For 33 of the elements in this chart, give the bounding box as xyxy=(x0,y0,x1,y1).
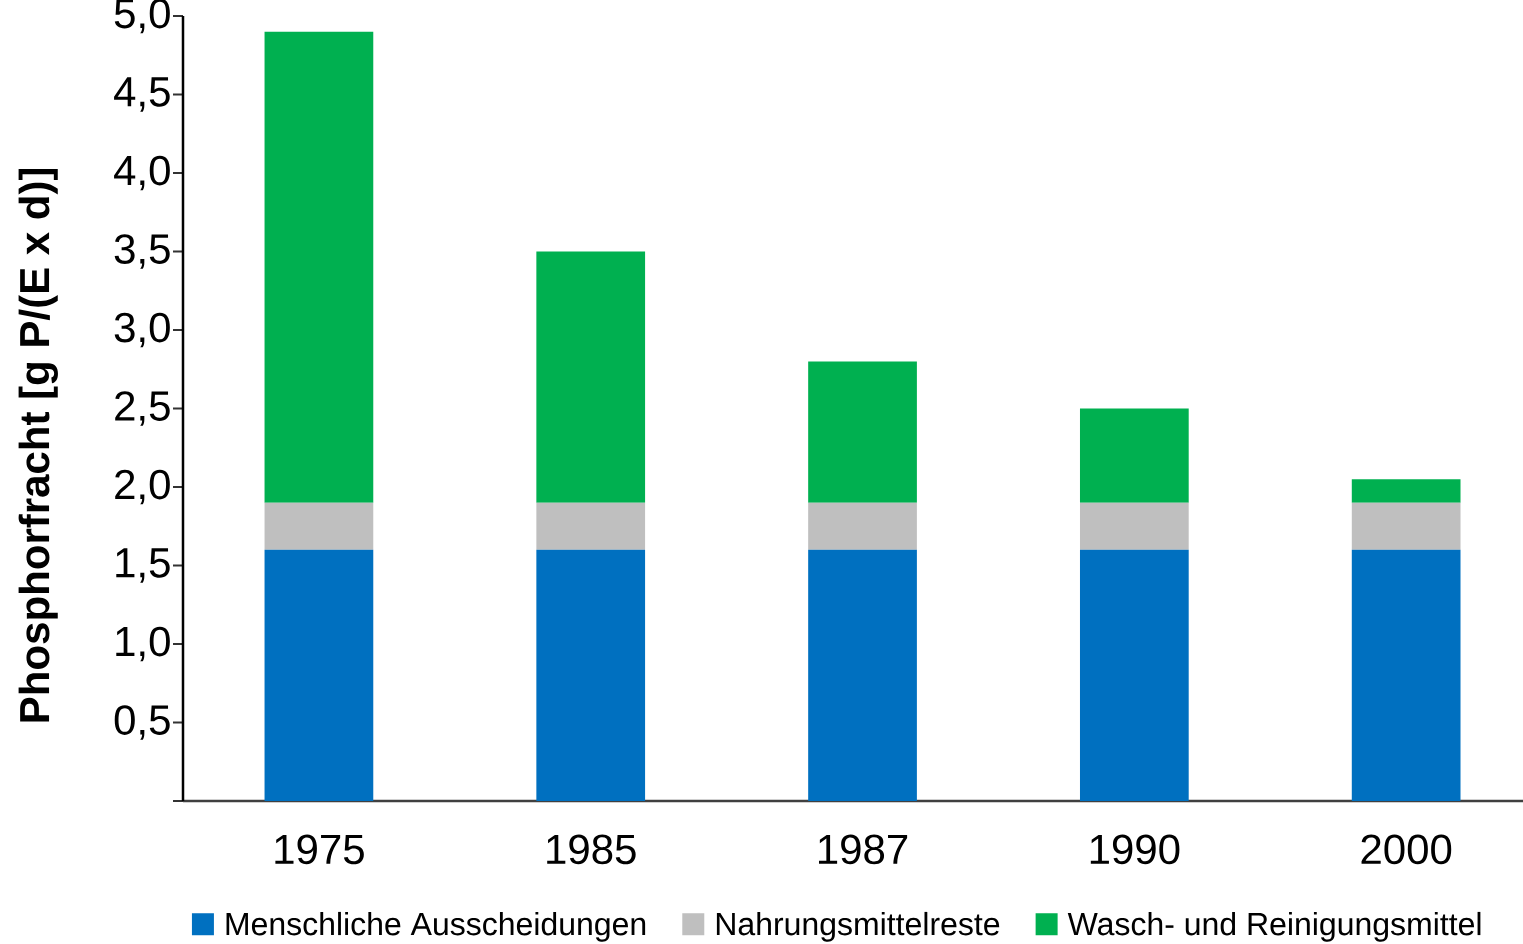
y-tick-label: 1,0 xyxy=(116,626,170,662)
y-tick-label: 1,5 xyxy=(116,548,170,583)
legend-label: Wasch- und Reinigungsmittel xyxy=(1067,911,1481,942)
bar xyxy=(264,549,374,801)
bar xyxy=(536,502,646,550)
bar xyxy=(808,502,917,550)
y-tick-label: 0,5 xyxy=(114,705,170,740)
y-tick-label: 2,5 xyxy=(115,391,170,426)
y-axis-title: Phosphorfracht [g P/(E x d)] xyxy=(18,168,58,722)
bar xyxy=(536,549,646,801)
bar xyxy=(1079,408,1189,503)
bar xyxy=(1351,549,1461,801)
y-tick-label: 2,0 xyxy=(115,469,170,505)
bar xyxy=(1351,479,1461,503)
x-tick-label: 1990 xyxy=(1090,834,1180,865)
bar xyxy=(264,31,374,503)
x-tick-label: 1985 xyxy=(547,834,636,865)
bar xyxy=(1079,502,1189,550)
bar xyxy=(264,502,374,550)
x-tick-label: 2000 xyxy=(1361,834,1452,865)
bar xyxy=(536,251,646,503)
y-tick-label: 3,0 xyxy=(114,312,170,348)
bar xyxy=(808,549,917,801)
bar xyxy=(1079,549,1189,801)
x-tick-label: 1975 xyxy=(275,834,364,865)
y-tick-label: 3,5 xyxy=(114,234,170,269)
bar xyxy=(808,361,917,503)
y-tick-label: 4,0 xyxy=(114,155,170,191)
bar xyxy=(1351,502,1461,550)
y-tick-label: 4,5 xyxy=(114,77,170,112)
x-tick-label: 1987 xyxy=(819,834,908,865)
legend-label: Menschliche Ausscheidungen xyxy=(226,911,646,942)
legend-label: Nahrungsmittelreste xyxy=(716,911,1000,942)
